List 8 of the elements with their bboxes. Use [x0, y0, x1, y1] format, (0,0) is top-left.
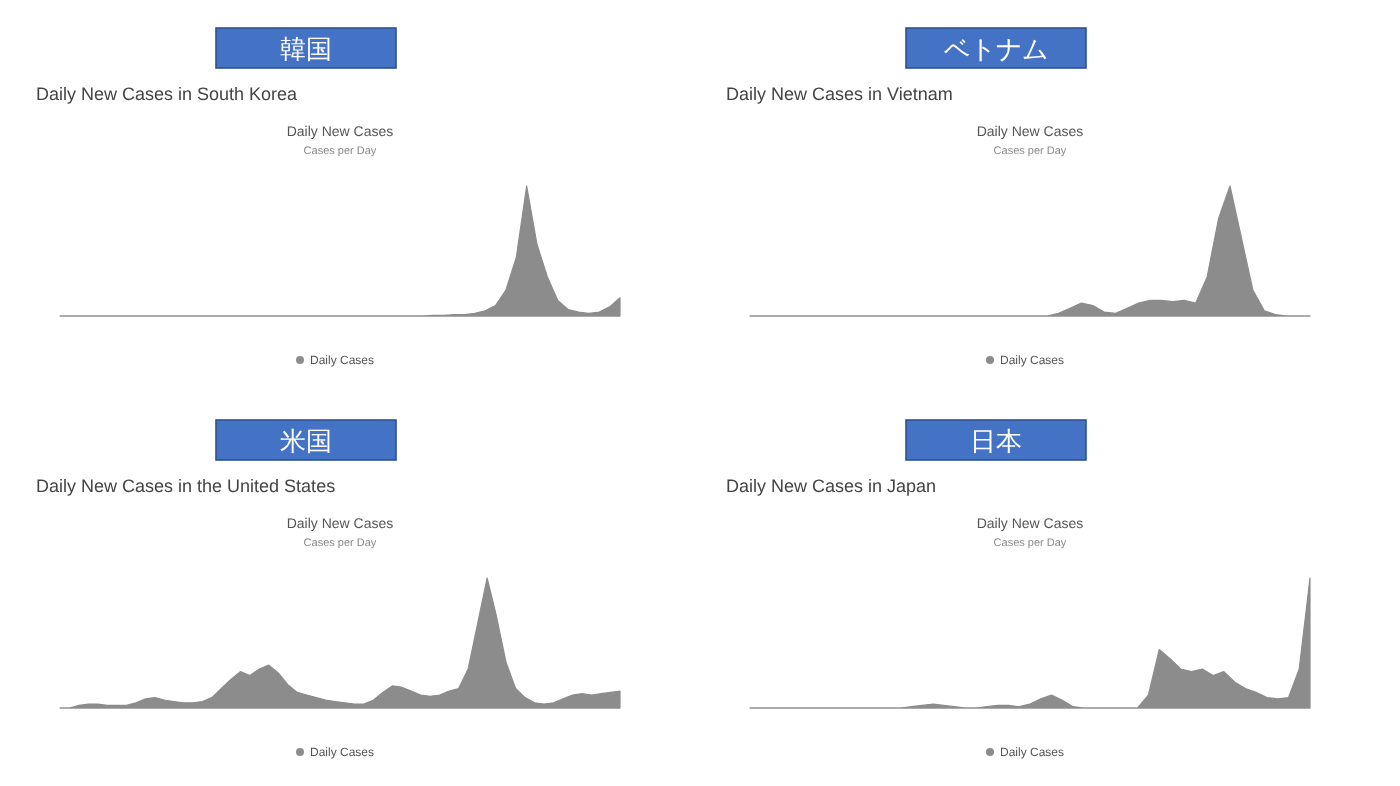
chart-title: 米国	[280, 426, 332, 456]
chart-title: 韓国	[280, 34, 332, 64]
chart-title: ベトナム	[944, 34, 1048, 64]
chart-subtitle: Daily New Cases in Vietnam	[726, 84, 953, 104]
chart-subtitle: Daily New Cases in the United States	[36, 476, 337, 496]
chart-title: 日本	[970, 426, 1022, 456]
chart-subtitle: Daily New Cases in South Korea	[36, 84, 298, 104]
chart-subtitle: Daily New Cases in Japan	[726, 476, 937, 496]
